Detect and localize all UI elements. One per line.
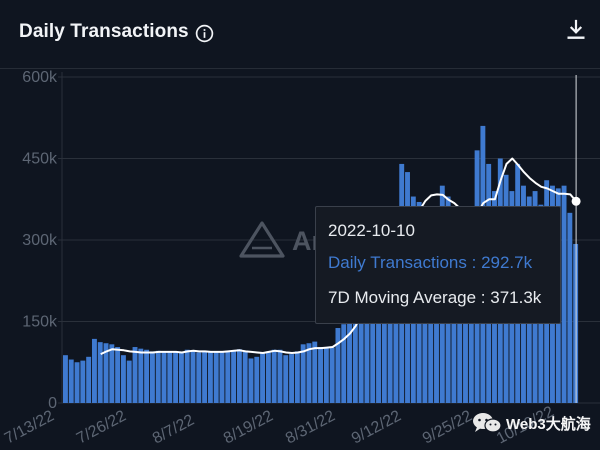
bar[interactable] [115,347,121,403]
bar[interactable] [260,352,266,403]
bar[interactable] [254,356,260,403]
bar[interactable] [242,351,248,403]
bar[interactable] [161,351,167,403]
bar[interactable] [149,351,155,403]
bar[interactable] [207,352,213,403]
bar[interactable] [63,355,68,403]
y-axis: 0 150k 300k 450k 600k [22,69,58,412]
y-tick-label: 450k [22,151,58,168]
bar[interactable] [74,362,80,403]
bar[interactable] [120,355,126,403]
tooltip-series1-value: 292.7k [481,253,533,272]
bar[interactable] [167,351,173,403]
bar[interactable] [561,185,567,403]
bar[interactable] [283,355,289,403]
bar[interactable] [271,349,277,403]
bar[interactable] [341,324,347,403]
bar[interactable] [132,347,138,403]
bar[interactable] [248,358,254,403]
bar[interactable] [80,360,86,403]
bar[interactable] [138,348,144,403]
bar[interactable] [144,349,150,403]
hover-cursor [571,75,581,403]
x-tick-label: 7/26/22 [74,407,129,447]
moving-average-line [100,157,577,356]
tooltip-series2-value: 371.3k [490,288,542,307]
footer-watermark: Web3大航海 [472,411,591,435]
bar[interactable] [300,344,306,403]
bar[interactable] [190,351,196,403]
tooltip-daily-transactions: Daily Transactions : 292.7k [328,253,533,272]
bar[interactable] [103,343,109,403]
bar[interactable] [335,328,341,403]
moving-average-line-group [100,157,577,356]
bar[interactable] [91,338,97,403]
bar[interactable] [173,352,179,403]
bar[interactable] [312,341,318,403]
tooltip-date: 2022-10-10 [328,221,415,240]
y-tick-label: 0 [48,395,57,412]
footer-text: Web3大航海 [506,415,591,433]
bar[interactable] [196,352,202,403]
bar[interactable] [86,356,92,403]
bar[interactable] [231,350,237,403]
cursor-dot [571,196,581,206]
bar[interactable] [318,347,323,403]
bar[interactable] [184,349,190,403]
y-tick-label: 300k [22,232,58,249]
x-tick-label: 7/13/22 [2,407,57,447]
bar[interactable] [347,321,352,404]
bar[interactable] [323,347,329,403]
x-tick-label: 9/25/22 [420,407,475,447]
bar[interactable] [370,248,376,403]
bar[interactable] [289,354,295,403]
bar[interactable] [202,350,208,403]
y-tick-label: 600k [22,69,58,86]
tooltip-moving-average: 7D Moving Average : 371.3k [328,288,542,307]
bar[interactable] [306,343,312,403]
bar[interactable] [567,212,573,403]
tooltip-series1-label: Daily Transactions [328,253,467,272]
bar[interactable] [109,344,115,403]
bar[interactable] [294,351,300,403]
bar[interactable] [358,261,364,403]
bar[interactable] [236,349,242,403]
y-tick-label: 150k [22,314,58,331]
bar[interactable] [329,347,335,403]
bar[interactable] [213,351,219,403]
bar[interactable] [277,349,283,403]
tooltip-series2-label: 7D Moving Average [328,288,477,307]
bar[interactable] [352,294,358,403]
x-tick-label: 9/12/22 [349,407,404,447]
hover-tooltip: 2022-10-10 Daily Transactions : 292.7k 7… [315,206,561,324]
chart-header: Daily Transactions [0,0,600,69]
info-circle-icon[interactable] [195,24,214,43]
bar[interactable] [97,342,103,403]
bar[interactable] [225,350,231,403]
x-tick-label: 8/19/22 [221,407,276,447]
chart-title: Daily Transactions [19,21,189,42]
x-tick-label: 8/31/22 [283,407,338,447]
bar[interactable] [219,351,225,403]
x-tick-label: 8/7/22 [150,412,197,448]
bar[interactable] [126,360,132,403]
bar[interactable] [178,353,184,403]
bar[interactable] [155,350,161,403]
wechat-icon [473,413,502,433]
bar[interactable] [68,359,74,403]
bar[interactable] [376,245,381,403]
bar[interactable] [265,351,271,403]
download-icon[interactable] [565,19,587,41]
